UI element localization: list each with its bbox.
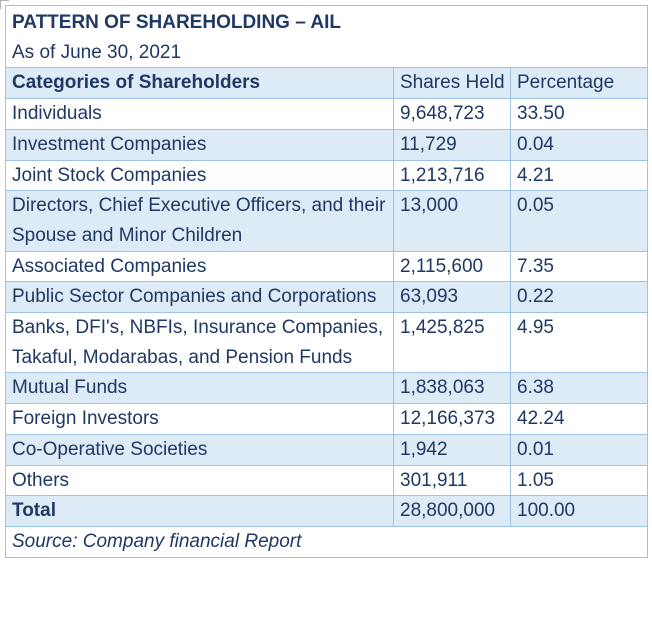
shares-cell: 11,729 — [393, 128, 511, 161]
table-row: Mutual Funds 1,838,063 6.38 — [5, 372, 648, 405]
table-row: Public Sector Companies and Corporations… — [5, 281, 648, 314]
total-shares: 28,800,000 — [393, 495, 511, 527]
shares-cell: 13,000 — [393, 190, 511, 252]
table-subtitle: As of June 30, 2021 — [5, 37, 648, 69]
category-cell: Co-Operative Societies — [5, 433, 394, 466]
title-row: PATTERN OF SHAREHOLDING – AIL — [5, 4, 648, 38]
percentage-cell: 6.38 — [510, 372, 648, 405]
table-row: Directors, Chief Executive Officers, and… — [5, 190, 648, 252]
table-body: PATTERN OF SHAREHOLDING – AIL As of June… — [5, 4, 648, 558]
shares-cell: 12,166,373 — [393, 403, 511, 435]
shares-cell: 1,213,716 — [393, 159, 511, 192]
total-percentage: 100.00 — [510, 495, 648, 527]
percentage-cell: 42.24 — [510, 403, 648, 435]
table-title: PATTERN OF SHAREHOLDING – AIL — [5, 4, 648, 38]
category-cell: Joint Stock Companies — [5, 159, 394, 192]
table-row: Co-Operative Societies 1,942 0.01 — [5, 433, 648, 466]
category-cell: Individuals — [5, 98, 394, 130]
percentage-cell: 0.01 — [510, 433, 648, 466]
table-row: Foreign Investors 12,166,373 42.24 — [5, 403, 648, 435]
shares-cell: 2,115,600 — [393, 250, 511, 283]
shares-cell: 1,942 — [393, 433, 511, 466]
percentage-cell: 4.95 — [510, 312, 648, 374]
percentage-cell: 4.21 — [510, 159, 648, 192]
percentage-cell: 0.04 — [510, 128, 648, 161]
column-header-shares: Shares Held — [393, 67, 511, 100]
category-cell: Public Sector Companies and Corporations — [5, 281, 394, 314]
table-row: Associated Companies 2,115,600 7.35 — [5, 250, 648, 283]
percentage-cell: 7.35 — [510, 250, 648, 283]
column-header-category: Categories of Shareholders — [5, 67, 394, 100]
column-header-percentage: Percentage — [510, 67, 648, 100]
category-cell: Directors, Chief Executive Officers, and… — [5, 190, 394, 252]
table-row: Others 301,911 1.05 — [5, 464, 648, 497]
percentage-cell: 0.05 — [510, 190, 648, 252]
category-cell: Investment Companies — [5, 128, 394, 161]
shares-cell: 63,093 — [393, 281, 511, 314]
percentage-cell: 0.22 — [510, 281, 648, 314]
table-row: Joint Stock Companies 1,213,716 4.21 — [5, 159, 648, 192]
source-note: Source: Company financial Report — [5, 525, 648, 558]
shareholding-table: PATTERN OF SHAREHOLDING – AIL As of June… — [5, 4, 648, 558]
subtitle-row: As of June 30, 2021 — [5, 37, 648, 69]
shares-cell: 301,911 — [393, 464, 511, 497]
category-cell: Associated Companies — [5, 250, 394, 283]
shares-cell: 1,425,825 — [393, 312, 511, 374]
category-cell: Mutual Funds — [5, 372, 394, 405]
corner-mark — [0, 0, 9, 9]
category-cell: Foreign Investors — [5, 403, 394, 435]
total-row: Total 28,800,000 100.00 — [5, 495, 648, 527]
shares-cell: 9,648,723 — [393, 98, 511, 130]
table-row: Banks, DFI's, NBFIs, Insurance Companies… — [5, 312, 648, 374]
percentage-cell: 1.05 — [510, 464, 648, 497]
total-label: Total — [5, 495, 394, 527]
category-cell: Others — [5, 464, 394, 497]
category-cell: Banks, DFI's, NBFIs, Insurance Companies… — [5, 312, 394, 374]
source-row: Source: Company financial Report — [5, 525, 648, 558]
table-row: Investment Companies 11,729 0.04 — [5, 128, 648, 161]
percentage-cell: 33.50 — [510, 98, 648, 130]
table-row: Individuals 9,648,723 33.50 — [5, 98, 648, 130]
header-row: Categories of Shareholders Shares Held P… — [5, 67, 648, 100]
shares-cell: 1,838,063 — [393, 372, 511, 405]
